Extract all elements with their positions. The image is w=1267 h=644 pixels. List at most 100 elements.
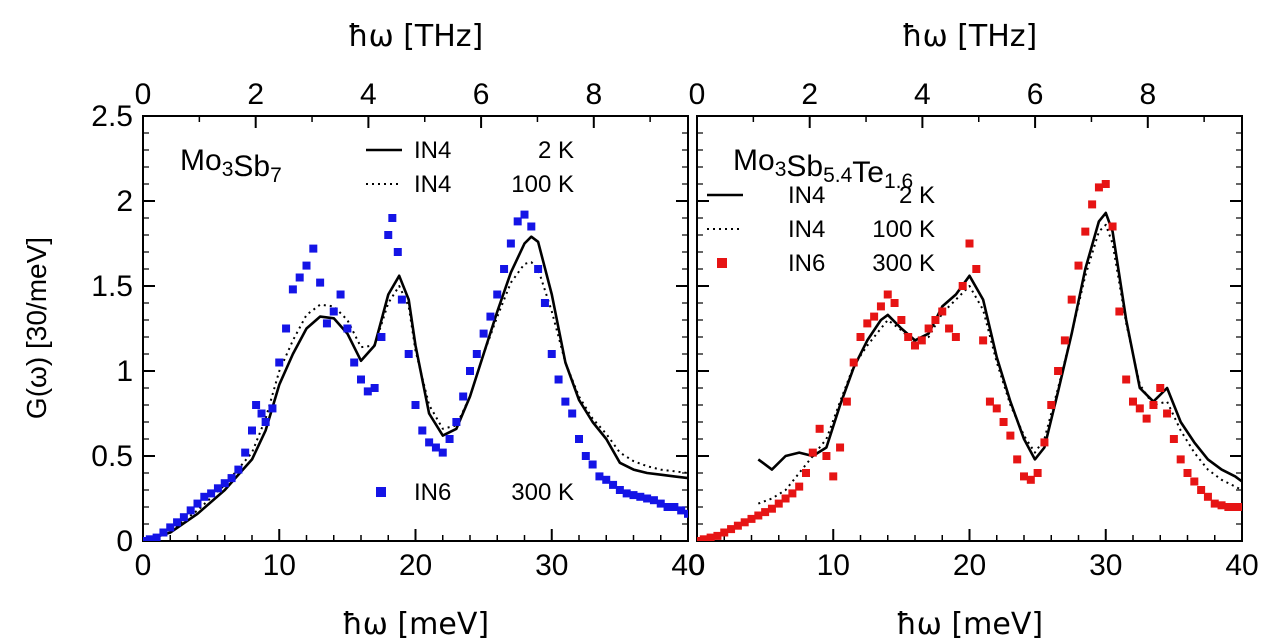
data-point bbox=[684, 509, 688, 518]
data-point bbox=[720, 528, 729, 537]
legend-label: IN4 bbox=[414, 137, 451, 164]
data-point bbox=[1006, 431, 1015, 440]
data-point bbox=[554, 375, 563, 384]
top-tick-label: 0 bbox=[689, 78, 706, 111]
data-point bbox=[506, 239, 515, 248]
data-point bbox=[1183, 469, 1192, 477]
data-point bbox=[540, 299, 549, 307]
data-point bbox=[609, 480, 618, 489]
x-tick-label: 30 bbox=[1089, 549, 1122, 582]
data-point bbox=[1040, 438, 1049, 447]
data-point bbox=[643, 494, 652, 503]
data-point bbox=[261, 418, 270, 426]
x-tick-label: 10 bbox=[817, 549, 850, 582]
data-point bbox=[220, 479, 229, 488]
y-tick-label: 2.5 bbox=[91, 100, 133, 133]
data-point bbox=[733, 521, 742, 530]
y-tick-label: 1 bbox=[116, 355, 133, 388]
data-point bbox=[248, 426, 256, 435]
data-point bbox=[329, 307, 338, 316]
data-point bbox=[309, 244, 318, 253]
data-point bbox=[951, 333, 960, 341]
x-tick-label: 40 bbox=[671, 549, 704, 582]
data-point bbox=[985, 397, 994, 406]
data-point bbox=[173, 518, 182, 527]
data-point bbox=[774, 499, 783, 508]
data-point bbox=[257, 409, 266, 418]
top-tick-label: 0 bbox=[135, 78, 152, 111]
x-top-axis-label: ħω [THz] bbox=[348, 19, 484, 54]
data-point bbox=[252, 401, 261, 409]
data-point bbox=[815, 424, 824, 433]
data-point bbox=[713, 531, 722, 540]
data-point bbox=[438, 448, 447, 457]
data-point bbox=[1054, 367, 1063, 375]
data-point bbox=[234, 465, 243, 474]
legend-label: IN6 bbox=[788, 250, 825, 277]
data-point bbox=[418, 426, 427, 435]
data-point bbox=[917, 336, 926, 345]
data-point bbox=[179, 513, 188, 522]
data-point bbox=[479, 329, 488, 338]
data-point bbox=[699, 535, 708, 541]
legend-entry: IN4 2 K bbox=[707, 182, 935, 209]
legend-label: IN4 bbox=[788, 182, 825, 209]
x-tick-label: 30 bbox=[535, 549, 568, 582]
x-axis-label: ħω [meV] bbox=[896, 607, 1043, 642]
data-point bbox=[788, 489, 797, 498]
x-tick-label: 0 bbox=[689, 549, 706, 582]
data-point bbox=[706, 533, 715, 541]
data-point bbox=[1176, 455, 1185, 464]
data-point bbox=[193, 499, 202, 508]
legend-temp: 100 K bbox=[872, 216, 935, 243]
legend-entry: IN4 2 K bbox=[366, 137, 574, 164]
y-tick-label: 1.5 bbox=[91, 270, 133, 303]
top-tick-label: 6 bbox=[473, 78, 490, 111]
data-point bbox=[166, 523, 175, 532]
data-point bbox=[493, 290, 502, 299]
data-point bbox=[397, 295, 406, 304]
data-point bbox=[781, 494, 790, 503]
data-point bbox=[802, 469, 810, 477]
data-point bbox=[1088, 200, 1097, 209]
data-point bbox=[1149, 401, 1158, 409]
plot-area bbox=[143, 210, 688, 541]
legend-temp: 100 K bbox=[511, 171, 574, 198]
data-point bbox=[1122, 375, 1131, 384]
data-point bbox=[200, 492, 209, 501]
data-point bbox=[1026, 475, 1035, 484]
legend-label: IN4 bbox=[788, 216, 825, 243]
data-point bbox=[747, 514, 756, 523]
data-point bbox=[227, 474, 236, 483]
y-tick-label: 0.5 bbox=[91, 440, 133, 473]
data-point bbox=[145, 535, 154, 541]
data-point bbox=[1060, 336, 1069, 345]
top-tick-label: 2 bbox=[247, 78, 264, 111]
data-point bbox=[343, 324, 352, 333]
data-point bbox=[1203, 492, 1212, 501]
data-point bbox=[357, 375, 365, 384]
x-tick-label: 20 bbox=[399, 549, 432, 582]
data-point bbox=[445, 435, 454, 443]
data-point bbox=[992, 404, 1001, 413]
data-point bbox=[159, 528, 168, 537]
data-point bbox=[486, 312, 495, 321]
data-point bbox=[863, 319, 872, 328]
data-point bbox=[425, 438, 434, 447]
data-point bbox=[500, 265, 509, 273]
data-point bbox=[1142, 414, 1151, 423]
data-point bbox=[388, 214, 397, 222]
series-line-solid bbox=[757, 211, 1242, 483]
data-point bbox=[890, 299, 899, 307]
series-line-solid bbox=[143, 235, 688, 541]
data-point bbox=[472, 350, 481, 358]
data-point bbox=[513, 217, 522, 226]
legend-entry: IN4 100 K bbox=[707, 216, 935, 243]
data-point bbox=[350, 358, 359, 367]
data-point bbox=[1163, 409, 1172, 418]
data-point bbox=[1033, 469, 1042, 477]
x-tick-label: 40 bbox=[1225, 549, 1258, 582]
data-point bbox=[1224, 503, 1233, 511]
legend-label: IN6 bbox=[414, 479, 451, 506]
data-point bbox=[1217, 501, 1226, 510]
